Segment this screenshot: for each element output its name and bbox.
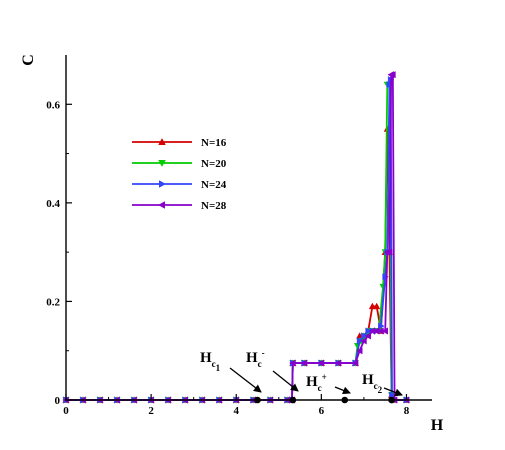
label-subscript: c xyxy=(318,383,322,393)
y-tick-label: 0.2 xyxy=(46,296,60,308)
data-point xyxy=(389,71,396,79)
data-point xyxy=(382,273,389,281)
y-tick-label: 0.4 xyxy=(46,198,60,210)
y-tick-label: 0 xyxy=(55,395,61,407)
critical-point-label: Hc1 xyxy=(200,350,221,373)
data-point xyxy=(317,359,325,367)
critical-point-label: Hc+ xyxy=(306,372,327,393)
series-line xyxy=(66,79,407,401)
critical-point-hc2: Hc2 xyxy=(362,372,403,404)
legend-marker xyxy=(159,180,166,188)
data-point xyxy=(373,302,381,310)
data-point xyxy=(300,359,308,367)
x-axis-title: H xyxy=(431,417,444,434)
data-point xyxy=(355,347,363,355)
legend-label: N=28 xyxy=(201,200,227,212)
label-subscript: c xyxy=(374,381,378,391)
label-subscript: c xyxy=(212,359,216,369)
legend-marker xyxy=(158,160,166,167)
critical-point-label: Hc- xyxy=(246,348,265,369)
label-base: H xyxy=(362,372,374,388)
legend-marker xyxy=(158,201,165,209)
label-superscript: - xyxy=(262,348,265,358)
legend-item: N=28 xyxy=(132,200,227,212)
series-line xyxy=(66,83,407,401)
annotation-arrow xyxy=(334,386,351,395)
critical-point-hc1: Hc1 xyxy=(200,350,262,404)
label-sub-subscript: 1 xyxy=(216,363,221,373)
legend-marker xyxy=(158,138,166,145)
label-base: H xyxy=(306,374,318,390)
data-point xyxy=(351,359,359,367)
x-tick-label: 6 xyxy=(319,405,325,417)
legend-label: N=16 xyxy=(201,137,227,149)
data-point xyxy=(385,248,393,256)
legend-item: N=16 xyxy=(132,137,227,149)
label-sub-subscript: 2 xyxy=(378,385,383,395)
critical-point-label: Hc2 xyxy=(362,372,383,395)
data-point xyxy=(389,391,396,399)
data-point xyxy=(361,332,368,340)
data-point xyxy=(356,337,364,345)
x-tick-label: 4 xyxy=(233,405,239,417)
data-point xyxy=(289,359,296,367)
legend-item: N=20 xyxy=(132,158,227,170)
legend-label: N=20 xyxy=(201,158,227,170)
label-subscript: c xyxy=(258,359,262,369)
y-axis-title: C xyxy=(20,54,37,66)
legend: N=16 N=20 N=24 N=28 xyxy=(132,137,227,212)
data-point xyxy=(334,359,342,367)
critical-point-hcplus: Hc+ xyxy=(306,372,351,404)
axes: 0 2 4 6 8 0 0.2 0.4 0.6 H C xyxy=(20,54,444,434)
x-tick-label: 0 xyxy=(63,405,69,417)
legend-item: N=24 xyxy=(132,179,227,191)
annotation-arrow xyxy=(383,387,403,397)
x-tick-label: 2 xyxy=(148,405,154,417)
data-point xyxy=(365,327,372,335)
series-layer xyxy=(62,71,411,404)
series-line xyxy=(66,73,407,401)
annotation-arrow xyxy=(272,370,299,392)
data-point xyxy=(364,332,371,340)
legend-label: N=24 xyxy=(201,179,227,191)
label-superscript: + xyxy=(322,372,327,382)
label-base: H xyxy=(246,350,258,366)
y-tick-label: 0.6 xyxy=(46,99,60,111)
data-point xyxy=(360,337,367,345)
data-point xyxy=(381,327,388,335)
data-point xyxy=(378,322,385,330)
x-tick-label: 8 xyxy=(404,405,410,417)
label-base: H xyxy=(200,350,212,366)
annotation-arrow xyxy=(229,367,262,393)
critical-point-hcminus: Hc- xyxy=(246,348,299,404)
